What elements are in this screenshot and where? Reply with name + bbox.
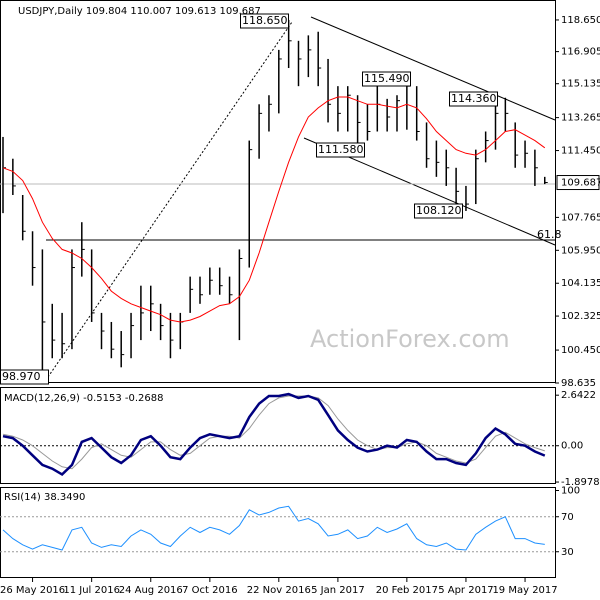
x-tick-label: 20 Feb 2017 bbox=[376, 585, 438, 596]
x-tick-label: 5 Jan 2017 bbox=[311, 585, 365, 596]
y-tick-label: 100 bbox=[561, 486, 580, 497]
y-tick-label: 98.635 bbox=[561, 378, 596, 389]
y-tick-label: 0.00 bbox=[561, 441, 583, 452]
annotation: 108.120 bbox=[416, 204, 462, 217]
price-header: USDJPY,Daily 109.804 110.007 109.613 109… bbox=[18, 6, 261, 17]
y-tick-label: 104.135 bbox=[561, 278, 600, 289]
y-tick-label: 113.265 bbox=[561, 113, 600, 124]
y-tick-label: 2.6422 bbox=[561, 390, 596, 401]
x-tick-label: 24 Aug 2016 bbox=[119, 585, 183, 596]
y-tick-label: 116.905 bbox=[561, 47, 600, 58]
annotation-box bbox=[449, 91, 498, 107]
annotation: 111.580 bbox=[318, 143, 364, 156]
series-line bbox=[2, 395, 545, 470]
annotation: 61.8 bbox=[537, 228, 562, 241]
x-tick-label: 26 May 2016 bbox=[0, 585, 65, 596]
y-tick-label: 118.650 bbox=[561, 15, 600, 26]
annotation: 98.970 bbox=[2, 370, 41, 383]
y-tick-label: 70 bbox=[561, 512, 574, 523]
y-tick-label: 100.450 bbox=[561, 345, 600, 356]
annotation: 114.360 bbox=[451, 92, 497, 105]
rsi-header: RSI(14) 38.3490 bbox=[4, 492, 85, 503]
annotation-box bbox=[240, 13, 289, 29]
series-line bbox=[2, 505, 545, 551]
macd-header: MACD(12,26,9) -0.5153 -0.2688 bbox=[4, 393, 164, 404]
annotation: 115.490 bbox=[364, 72, 410, 85]
annotation: 118.650 bbox=[242, 14, 288, 27]
x-tick-label: 11 Jul 2016 bbox=[63, 585, 120, 596]
watermark: ActionForex.com bbox=[310, 325, 510, 353]
x-tick-label: 19 May 2017 bbox=[492, 585, 557, 596]
y-tick-label: 105.950 bbox=[561, 245, 600, 256]
x-tick-label: 7 Oct 2016 bbox=[182, 585, 237, 596]
annotation-box bbox=[362, 71, 411, 87]
rsi-panel bbox=[0, 487, 556, 578]
channel-upper bbox=[310, 16, 556, 121]
x-tick-label: 5 Apr 2017 bbox=[438, 585, 493, 596]
last-price-box bbox=[556, 175, 600, 191]
last-price: 109.687 bbox=[561, 178, 600, 189]
macd-panel bbox=[0, 387, 556, 484]
y-tick-label: 107.765 bbox=[561, 212, 600, 223]
price-panel bbox=[0, 0, 556, 383]
y-tick-label: 111.450 bbox=[561, 146, 600, 157]
y-tick-label: -1.8978 bbox=[561, 477, 600, 488]
annotation-box bbox=[414, 203, 463, 219]
y-tick-label: 102.325 bbox=[561, 311, 600, 322]
annotation-box bbox=[316, 142, 365, 158]
y-tick-label: 115.135 bbox=[561, 79, 600, 90]
y-tick-label: 30 bbox=[561, 547, 574, 558]
annotation-box bbox=[0, 369, 49, 385]
moving-average bbox=[2, 96, 546, 323]
x-tick-label: 22 Nov 2016 bbox=[247, 585, 311, 596]
series-line bbox=[2, 392, 546, 476]
